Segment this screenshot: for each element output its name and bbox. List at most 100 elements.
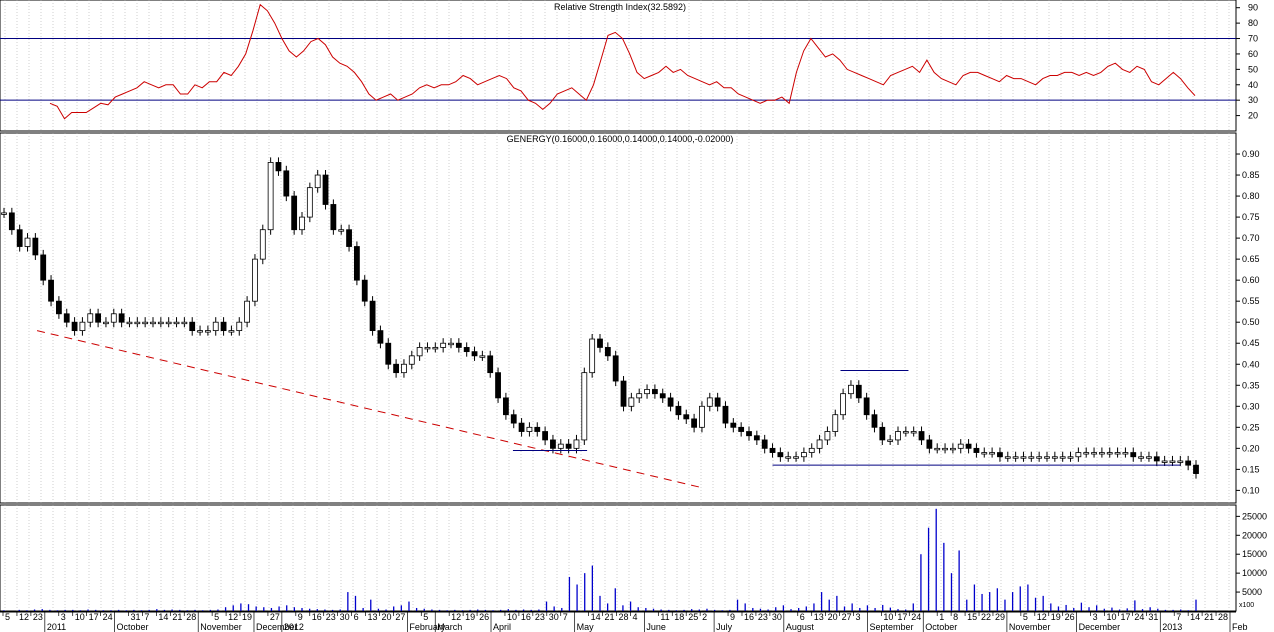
price-bar-body (589, 338, 596, 374)
x-month-label: February (409, 622, 446, 632)
rsi-tick-label: 20 (1248, 111, 1258, 121)
price-bar-body (1051, 456, 1058, 459)
price-bar-body (1020, 456, 1027, 459)
x-month-label: 2013 (1162, 622, 1182, 632)
x-month-label: December (1079, 622, 1121, 632)
rsi-gridlines (4, 0, 1230, 131)
x-day-label: 9 (730, 612, 735, 622)
x-day-label: 16 (312, 612, 322, 622)
price-bar-body (401, 363, 407, 374)
price-bar-body (16, 229, 23, 247)
rsi-tick-label: 80 (1248, 18, 1258, 28)
x-day-label: 30 (340, 612, 350, 622)
price-bar-body (620, 380, 627, 407)
price-tick-label: 0.80 (1242, 191, 1260, 201)
x-day-label: 14 (591, 612, 601, 622)
x-day-label: 22 (981, 612, 991, 622)
price-bar-body (377, 330, 384, 344)
price-bar-body (816, 439, 823, 449)
x-day-label: 26 (1065, 612, 1075, 622)
price-bar-body (244, 300, 251, 323)
price-bar-body (651, 389, 658, 395)
price-bar-body (604, 347, 611, 357)
x-day-label: 5 (5, 612, 10, 622)
price-bar-body (518, 422, 525, 432)
price-bar-body (189, 321, 196, 332)
price-bar-body (510, 414, 517, 424)
x-day-label: 20 (828, 612, 838, 622)
price-bar-body (573, 439, 580, 449)
price-bar-body (79, 321, 86, 332)
price-tick-label: 0.60 (1242, 275, 1260, 285)
price-annotation-lines (36, 330, 1181, 489)
x-day-label: 3 (61, 612, 66, 622)
x-day-label: 24 (103, 612, 113, 622)
price-tick-labels: 0.10 0.15 0.20 0.25 0.30 0.35 0.40 0.45 0.50 0.55… (1236, 149, 1260, 495)
volume-bars (3, 508, 1197, 611)
rsi-tick-label: 30 (1248, 95, 1258, 105)
price-bar-body (793, 456, 799, 459)
rsi-tick-label: 60 (1248, 49, 1258, 59)
price-tick-label: 0.45 (1242, 338, 1260, 348)
x-day-label: 27 (395, 612, 405, 622)
price-bar-body (236, 321, 243, 332)
price-bar-body (738, 426, 745, 432)
price-bar-body (1185, 460, 1192, 466)
x-month-label: March (437, 622, 462, 632)
price-bar-body (1091, 452, 1097, 455)
price-bar-body (1044, 456, 1050, 459)
price-bar-body (63, 313, 70, 323)
rsi-title: Relative Strength Index(32.5892) (554, 2, 686, 12)
price-bar-body (550, 439, 556, 449)
price-bar-body (691, 418, 698, 428)
price-bar-body (440, 342, 447, 348)
price-bar-body (408, 355, 415, 365)
price-panel: GENERGY(0.16000,0.16000,0.14000,0.14000,… (0, 132, 1260, 504)
price-bar-body (110, 313, 117, 323)
price-bar-body (824, 431, 831, 441)
volume-unit-label: x100 (1239, 602, 1254, 609)
price-bar-body (502, 397, 509, 416)
price-bar-body (1, 212, 7, 215)
price-frame (0, 132, 1237, 504)
price-bar-body (424, 347, 431, 350)
price-bar-body (1059, 456, 1066, 459)
price-bar-body (95, 313, 102, 323)
price-bar-body (612, 355, 619, 382)
price-bar-body (448, 342, 454, 346)
x-day-label: 12 (451, 612, 461, 622)
price-tick-label: 0.35 (1242, 380, 1260, 390)
price-tick-label: 0.15 (1242, 464, 1260, 474)
x-day-label: 23 (535, 612, 545, 622)
price-bar-body (949, 447, 956, 451)
rsi-tick-label: 70 (1248, 34, 1258, 44)
price-bar-body (197, 330, 203, 333)
price-bar-body (526, 426, 533, 432)
price-bar-body (800, 452, 807, 458)
price-bar-body (212, 321, 219, 332)
volume-tick-label: 5000 (1242, 587, 1262, 597)
price-bar-body (338, 229, 345, 232)
x-day-label: 7 (1176, 612, 1181, 622)
x-month-label: 2012 (284, 622, 304, 632)
rsi-tick-label: 40 (1248, 80, 1258, 90)
x-day-label: 21 (172, 612, 182, 622)
x-day-label: 24 (1134, 612, 1144, 622)
price-bar-body (644, 389, 650, 395)
price-bar-body (1146, 456, 1152, 459)
x-month-label: December (256, 622, 298, 632)
price-bar-body (353, 246, 360, 281)
x-day-label: 17 (897, 612, 907, 622)
price-bar-body (1169, 460, 1176, 463)
price-bar-body (32, 237, 39, 256)
price-bar-body (385, 342, 392, 365)
x-day-label: 2 (702, 612, 707, 622)
price-bar-body (1177, 460, 1184, 463)
x-day-label: 16 (744, 612, 754, 622)
price-bar-body (879, 426, 886, 441)
volume-panel: 5000 10000 15000 20000 25000 x100 (0, 504, 1267, 612)
price-bar-body (487, 355, 494, 374)
price-bar-body (934, 447, 941, 451)
x-month-label: September (869, 622, 913, 632)
x-day-label: 13 (814, 612, 824, 622)
